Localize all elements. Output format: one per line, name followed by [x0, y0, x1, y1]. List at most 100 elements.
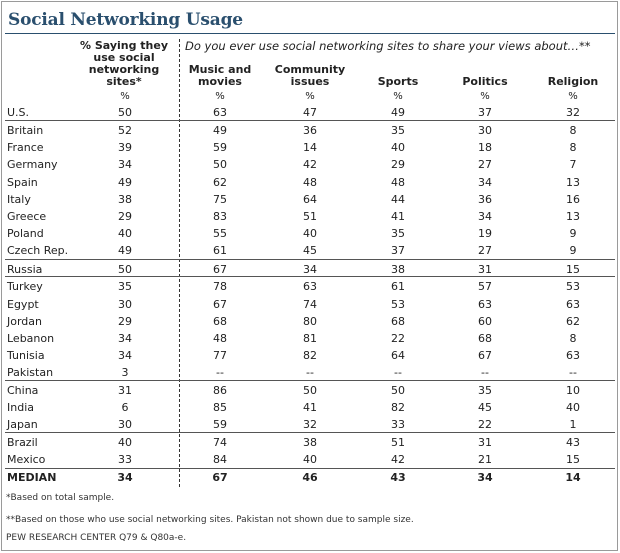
table-row: Pakistan 3 -- -- -- -- --	[2, 364, 619, 381]
pct-label: %	[215, 91, 225, 102]
row-label: Brazil	[7, 436, 38, 449]
cell-value: 50	[118, 106, 132, 119]
column-header-politics: Politics	[462, 75, 508, 88]
cell-value: 50	[391, 384, 405, 397]
cell-value: 41	[303, 401, 317, 414]
cell-value: 30	[118, 298, 132, 311]
column-divider	[179, 39, 180, 487]
cell-value: 63	[478, 298, 492, 311]
cell-value: 53	[391, 298, 405, 311]
table-row: Brazil 40 74 38 51 31 43	[2, 434, 619, 451]
cell-value: 29	[118, 210, 132, 223]
cell-value: 34	[117, 471, 133, 484]
cell-value: 22	[478, 418, 492, 431]
cell-value: 60	[478, 315, 492, 328]
row-label: China	[7, 384, 39, 397]
cell-value: 9	[569, 244, 577, 257]
cell-value: 63	[566, 349, 580, 362]
cell-value: 64	[391, 349, 405, 362]
cell-value: 74	[213, 436, 227, 449]
table-row: Spain 49 62 48 48 34 13	[2, 174, 619, 191]
cell-value: 46	[302, 471, 318, 484]
table-row: India 6 85 41 82 45 40	[2, 399, 619, 416]
cell-value: 51	[303, 210, 317, 223]
row-label: India	[7, 401, 34, 414]
row-label: Egypt	[7, 298, 39, 311]
cell-value: 35	[118, 280, 132, 293]
cell-value: 14	[303, 141, 317, 154]
cell-value: 34	[118, 332, 132, 345]
row-label: Britain	[7, 124, 44, 137]
cell-value: 84	[213, 453, 227, 466]
source-note: PEW RESEARCH CENTER Q79 & Q80a-e.	[6, 533, 187, 543]
cell-value: --	[216, 366, 224, 379]
cell-value: 36	[478, 193, 492, 206]
row-separator	[5, 468, 615, 469]
table-row: Germany 34 50 42 29 27 7	[2, 156, 619, 173]
cell-value: 59	[213, 418, 227, 431]
cell-value: 21	[478, 453, 492, 466]
cell-value: 19	[478, 227, 492, 240]
row-label: Pakistan	[7, 366, 54, 379]
cell-value: 67	[213, 298, 227, 311]
cell-value: 67	[213, 263, 227, 276]
cell-value: 59	[213, 141, 227, 154]
cell-value: 63	[303, 280, 317, 293]
cell-value: 74	[303, 298, 317, 311]
cell-value: 67	[478, 349, 492, 362]
cell-value: 27	[478, 244, 492, 257]
cell-value: 31	[118, 384, 132, 397]
cell-value: 61	[391, 280, 405, 293]
cell-value: 37	[391, 244, 405, 257]
median-row: MEDIAN 34 67 46 43 34 14	[2, 469, 619, 486]
cell-value: 34	[477, 471, 493, 484]
table-row: Egypt 30 67 74 53 63 63	[2, 296, 619, 313]
cell-value: 31	[478, 263, 492, 276]
cell-value: 86	[213, 384, 227, 397]
question-header: Do you ever use social networking sites …	[185, 39, 591, 53]
cell-value: 51	[391, 436, 405, 449]
row-label: Lebanon	[7, 332, 55, 345]
cell-value: 30	[118, 418, 132, 431]
row-label: Spain	[7, 176, 38, 189]
cell-value: 49	[118, 244, 132, 257]
cell-value: 40	[118, 227, 132, 240]
pct-label: %	[480, 91, 490, 102]
cell-value: 53	[566, 280, 580, 293]
cell-value: 50	[118, 263, 132, 276]
row-label: Germany	[7, 158, 58, 171]
cell-value: 82	[391, 401, 405, 414]
cell-value: 34	[303, 263, 317, 276]
cell-value: 67	[212, 471, 228, 484]
cell-value: 15	[566, 453, 580, 466]
cell-value: 7	[569, 158, 577, 171]
row-label: Mexico	[7, 453, 46, 466]
table-row: China 31 86 50 50 35 10	[2, 382, 619, 399]
table-row: Italy 38 75 64 44 36 16	[2, 191, 619, 208]
cell-value: 37	[478, 106, 492, 119]
row-label: Russia	[7, 263, 43, 276]
cell-value: 36	[303, 124, 317, 137]
cell-value: 62	[213, 176, 227, 189]
cell-value: 83	[213, 210, 227, 223]
cell-value: 62	[566, 315, 580, 328]
cell-value: 44	[391, 193, 405, 206]
cell-value: 13	[566, 210, 580, 223]
cell-value: 15	[566, 263, 580, 276]
cell-value: 14	[565, 471, 581, 484]
table-row: Japan 30 59 32 33 22 1	[2, 416, 619, 433]
row-separator	[5, 380, 615, 381]
pct-label: %	[568, 91, 578, 102]
cell-value: 40	[391, 141, 405, 154]
cell-value: 35	[391, 124, 405, 137]
pct-label: %	[393, 91, 403, 102]
cell-value: --	[481, 366, 489, 379]
cell-value: 38	[391, 263, 405, 276]
cell-value: 34	[478, 210, 492, 223]
cell-value: 78	[213, 280, 227, 293]
cell-value: 38	[118, 193, 132, 206]
cell-value: 40	[118, 436, 132, 449]
cell-value: 43	[390, 471, 406, 484]
cell-value: 49	[391, 106, 405, 119]
